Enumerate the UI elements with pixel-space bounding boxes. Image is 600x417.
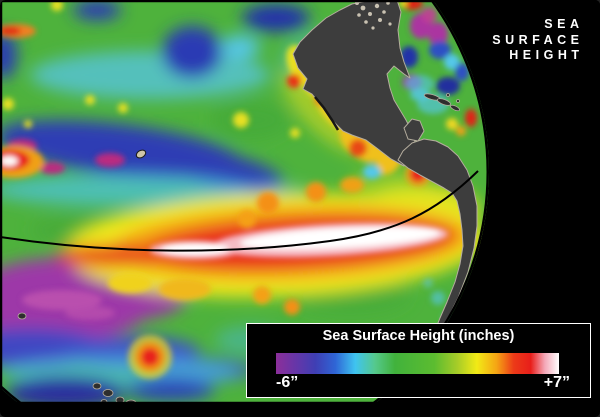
page-title-line-1: SEA [544, 17, 584, 31]
south-pacific-islands [17, 312, 137, 404]
landmass-yucatan [403, 118, 425, 142]
page-title: SEA SURFACE HEIGHT [492, 17, 579, 64]
legend-gradient-bar [276, 353, 559, 374]
frame-border [0, 0, 600, 404]
page-title-line-2: SURFACE [492, 32, 584, 47]
page-title-line-3: HEIGHT [509, 48, 584, 62]
legend-title: Sea Surface Height (inches) [322, 328, 515, 344]
legend-min-label: -6” [276, 374, 299, 391]
gulf-of-california [314, 96, 340, 131]
legend-max-label: +7” [543, 374, 570, 391]
landmass-north-america [292, 0, 425, 167]
globe-limb [0, 0, 488, 404]
northern-terrain-speckles [355, 1, 392, 30]
caribbean-islands [423, 93, 461, 112]
hawaii-island [135, 149, 147, 159]
legend-box: Sea Surface Height (inches) -6” +7” [246, 323, 591, 398]
equator-line [0, 170, 479, 252]
pacific-globe-map [0, 0, 600, 404]
